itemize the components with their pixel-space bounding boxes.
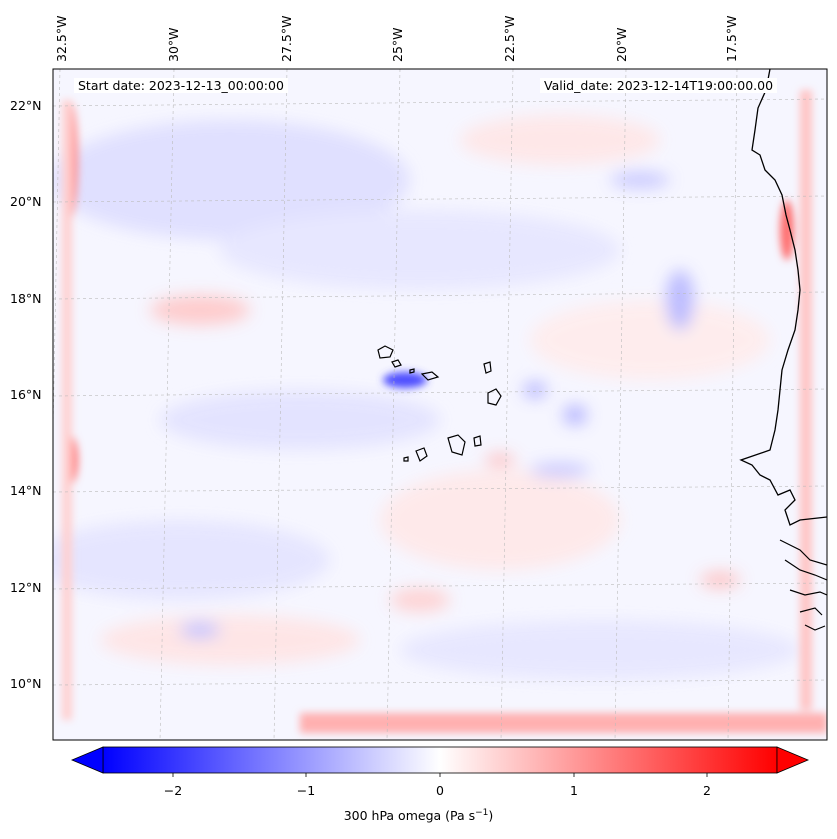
longitude-label: 17.5°W — [724, 15, 739, 62]
latitude-label: 10°N — [10, 676, 42, 691]
colorbar-label-superscript: −1 — [475, 808, 489, 818]
colorbar-tick-label: 0 — [436, 783, 444, 798]
longitude-label: 32.5°W — [54, 15, 69, 62]
cape-verde-islands — [377, 345, 502, 462]
latitude-label: 20°N — [10, 194, 42, 209]
latitude-label: 12°N — [10, 580, 42, 595]
longitude-label: 30°W — [166, 27, 181, 62]
colorbar-tick-label: −1 — [296, 783, 316, 798]
coastline-guinea-bissau — [779, 539, 827, 631]
colorbar-label-suffix: ) — [488, 808, 494, 824]
latitude-label: 16°N — [10, 387, 42, 402]
colorbar-extend-min — [70, 746, 104, 774]
map-frame — [52, 68, 828, 741]
start-date-label: Start date: 2023-12-13_00:00:00 — [74, 78, 288, 93]
colorbar-tick-label: 1 — [570, 783, 578, 798]
colorbar-tick-label: 2 — [703, 783, 711, 798]
gridlines — [53, 69, 827, 740]
longitude-label: 25°W — [390, 27, 405, 62]
omega-field — [53, 69, 827, 740]
longitude-label: 27.5°W — [279, 15, 294, 62]
longitude-label: 20°W — [614, 27, 629, 62]
colorbar — [70, 746, 810, 777]
valid-date-label: Valid_date: 2023-12-14T19:00:00.00 — [540, 78, 778, 93]
latitude-label: 22°N — [10, 98, 42, 113]
colorbar-extend-max — [776, 746, 810, 774]
latitude-label: 14°N — [10, 483, 42, 498]
latitude-label: 18°N — [10, 291, 42, 306]
coastline-west-africa — [739, 69, 827, 526]
colorbar-tick-label: −2 — [163, 783, 183, 798]
colorbar-label-text: 300 hPa omega (Pa s — [343, 808, 476, 824]
longitude-label: 22.5°W — [502, 15, 517, 62]
colorbar-label: 300 hPa omega (Pa s−1) — [0, 808, 837, 823]
